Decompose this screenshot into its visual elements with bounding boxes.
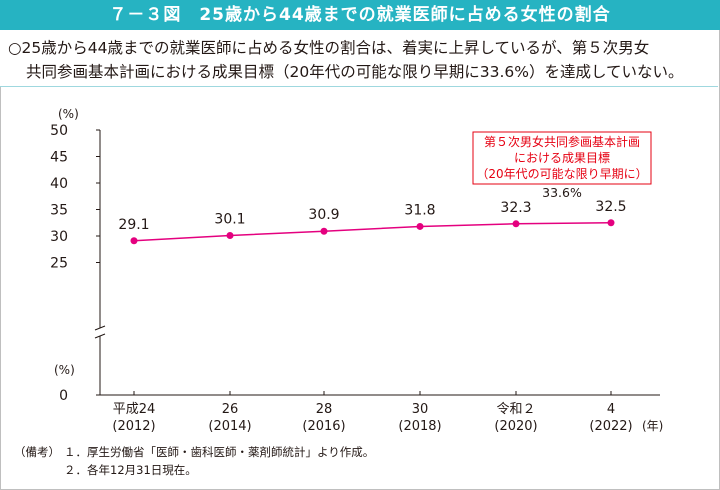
target-line-2: における成果目標 <box>514 151 610 165</box>
y-tick-label: 50 <box>50 123 68 139</box>
x-tick-sublabel: (2012) <box>112 419 155 434</box>
summary-line-2: 共同参画基本計画における成果目標（20年代の可能な限り早期に33.6%）を達成し… <box>26 63 684 81</box>
x-tick-label: 30 <box>412 402 429 417</box>
target-box <box>472 131 652 185</box>
data-label: 29.1 <box>118 217 149 233</box>
data-point <box>226 231 234 239</box>
data-point <box>130 237 138 245</box>
line-chart: 0 25 30 35 40 45 50 (%) (%) 平成24 (2012) 26 (2014) 28 (… <box>50 107 663 434</box>
target-line-1: 第５次男女共同参画基本計画 <box>484 134 640 149</box>
y-tick-label: 40 <box>50 176 68 192</box>
x-tick-label: 4 <box>607 402 615 417</box>
y-axis-break-mark <box>94 325 106 331</box>
data-label: 32.3 <box>500 200 531 216</box>
data-label: 30.9 <box>308 207 339 223</box>
note-1: （備考） １．厚生労働省「医師・歯科医師・薬剤師統計」より作成。 <box>14 444 374 460</box>
x-tick-sublabel: (2016) <box>302 419 345 434</box>
y-tick-label: 45 <box>50 150 68 166</box>
y-tick-label: 0 <box>59 388 68 404</box>
y-tick-label: 30 <box>50 229 68 245</box>
x-tick-sublabel: (2018) <box>398 419 441 434</box>
y-break-unit-label: (%) <box>54 363 75 377</box>
notes-label: （備考） <box>14 445 60 459</box>
data-point <box>607 219 615 227</box>
x-tick-sublabel: (2022) <box>589 419 632 434</box>
x-tick-label: 平成24 <box>113 402 156 417</box>
chart-marks: 29.1 30.1 30.9 31.8 32.3 32.5 <box>118 199 627 245</box>
x-tick-label: 28 <box>316 402 333 417</box>
target-value: 33.6% <box>542 185 582 200</box>
data-label: 32.5 <box>595 199 626 215</box>
target-line-3: （20年代の可能な限り早期に） <box>476 167 647 181</box>
summary-box: ○25歳から44歳までの就業医師に占める女性の割合は、着実に上昇しているが、第５… <box>0 30 718 87</box>
y-tick-label: 35 <box>50 203 68 219</box>
x-tick-sublabel: (2014) <box>208 419 251 434</box>
data-label: 31.8 <box>404 202 435 218</box>
data-label: 30.1 <box>214 211 245 227</box>
x-tick-label: 令和２ <box>496 402 535 417</box>
data-point <box>512 220 520 228</box>
data-point <box>320 227 328 235</box>
y-axis-break-mark <box>94 333 106 339</box>
figure-title: ７－３図 25歳から44歳までの就業医師に占める女性の割合 <box>0 0 720 30</box>
series-line <box>133 222 612 242</box>
x-tick-sublabel: (2020) <box>494 419 537 434</box>
x-unit-label: (年) <box>642 419 663 433</box>
y-unit-label: (%) <box>58 107 79 121</box>
chart-axes: 0 25 30 35 40 45 50 (%) (%) 平成24 (2012) 26 (2014) 28 (… <box>50 107 663 434</box>
summary-line-1: ○25歳から44歳までの就業医師に占める女性の割合は、着実に上昇しているが、第５… <box>8 39 650 57</box>
data-point <box>416 222 424 230</box>
y-tick-label: 25 <box>50 256 68 272</box>
note-2: ２．各年12月31日現在。 <box>64 463 197 477</box>
note-1-text: １．厚生労働省「医師・歯科医師・薬剤師統計」より作成。 <box>64 445 375 459</box>
x-tick-label: 26 <box>222 402 239 417</box>
